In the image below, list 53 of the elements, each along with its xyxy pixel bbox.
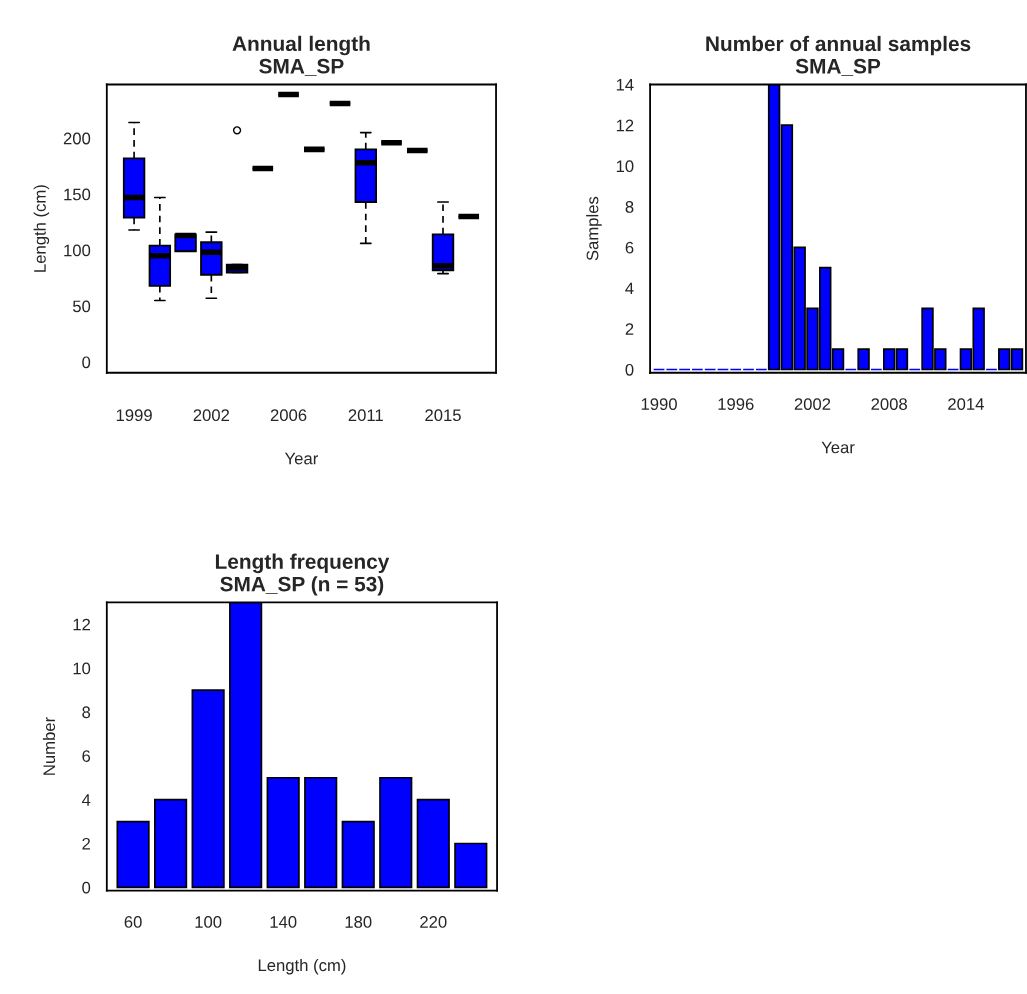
y-tick-label: 12	[616, 119, 634, 132]
y-tick-label: 2	[625, 323, 634, 335]
bar	[341, 820, 375, 889]
x-tick-label: 1999	[116, 409, 152, 422]
x-tick-label: 2008	[871, 398, 907, 410]
x-tick-label: 2002	[794, 398, 831, 410]
bar	[154, 798, 188, 889]
x-tick-label: 180	[345, 916, 372, 928]
y-tick-label: 10	[616, 160, 634, 173]
x-tick-label: 140	[270, 916, 297, 928]
chart-title: Length frequency SMA_SP (n = 53)	[215, 553, 390, 596]
chart-title: Number of annual samples SMA_SP	[706, 35, 971, 76]
y-tick-label: 0	[82, 881, 91, 894]
bar	[266, 776, 300, 889]
x-axis-title: Length (cm)	[258, 958, 346, 975]
y-tick-label: 10	[73, 662, 91, 675]
y-tick-label: 4	[81, 794, 91, 806]
x-axis-title: Year	[821, 441, 855, 454]
y-tick-label: 150	[64, 188, 91, 201]
x-tick-label: 2006	[270, 409, 307, 422]
bar	[304, 776, 338, 889]
y-tick-label: 12	[73, 618, 90, 631]
y-axis-title: Length (cm)	[33, 185, 50, 272]
bar	[454, 842, 488, 889]
y-tick-label: 8	[82, 706, 91, 719]
y-tick-label: 8	[625, 201, 634, 213]
y-tick-label: 2	[82, 837, 90, 850]
x-tick-label: 2002	[193, 409, 230, 422]
x-tick-label: 1990	[641, 398, 677, 410]
y-tick-label: 0	[82, 356, 91, 369]
y-tick-label: 50	[72, 300, 91, 313]
y-tick-label: 14	[616, 79, 634, 91]
x-tick-label: 1996	[718, 398, 754, 410]
x-tick-label: 2011	[348, 409, 383, 422]
y-tick-label: 200	[63, 132, 91, 145]
x-tick-label: 100	[195, 916, 222, 928]
y-axis-title: Samples	[586, 196, 602, 261]
y-tick-label: 4	[625, 282, 634, 295]
y-axis-title: Number	[42, 717, 56, 775]
chart-title: Annual length SMA_SP	[232, 35, 370, 76]
bar	[416, 798, 450, 889]
y-tick-label: 100	[64, 244, 91, 257]
x-tick-label: 2014	[948, 398, 984, 410]
y-tick-label: 6	[82, 750, 91, 763]
bar	[116, 820, 150, 889]
x-tick-label: 220	[420, 916, 447, 928]
y-tick-label: 0	[625, 363, 634, 376]
x-tick-label: 2015	[425, 409, 461, 422]
x-tick-label: 60	[124, 916, 142, 928]
x-axis-title: Year	[284, 452, 318, 465]
bar	[191, 689, 225, 889]
y-tick-label: 6	[625, 241, 634, 254]
bar	[379, 776, 413, 889]
